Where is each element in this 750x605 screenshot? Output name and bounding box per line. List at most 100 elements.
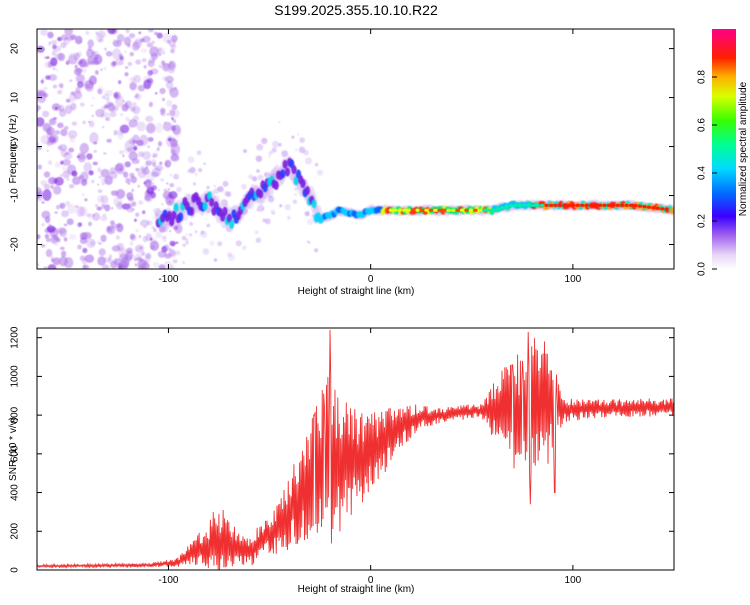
spectrogram-noise-blob — [167, 62, 175, 69]
spectrogram-noise-blob — [114, 259, 119, 265]
spectrogram-noise-blob — [192, 182, 196, 185]
spectrogram-noise-blob — [53, 185, 62, 195]
spectrogram-noise-blob — [134, 263, 138, 267]
spectrogram-noise-blob — [264, 171, 270, 178]
snr-y-tick-label: 600 — [10, 445, 21, 462]
spectrogram-hotspot — [628, 203, 634, 207]
snr-panel: -100 0 100 0 200 400 600 800 1000 1200 Height of… — [8, 326, 675, 595]
spectrogram-noise-blob — [169, 183, 175, 188]
spectrogram-noise-blob — [304, 157, 313, 165]
spectrogram-noise-blob — [256, 143, 264, 151]
spectrogram-noise-blob — [139, 38, 145, 43]
spectrogram-x-tick-label: -100 — [158, 274, 178, 285]
spectrogram-noise-blob — [135, 59, 142, 65]
spectrogram-noise-blob — [139, 219, 150, 227]
spectrogram-noise-blob — [82, 265, 86, 269]
spectrogram-hotspot — [646, 205, 652, 209]
spectrogram-noise-blob — [42, 110, 50, 118]
spectrogram-noise-blob — [55, 53, 64, 60]
spectrogram-noise-blob — [43, 86, 48, 90]
spectrogram-noise-blob — [194, 172, 198, 177]
spectrogram-hotspot — [548, 203, 554, 207]
spectrogram-noise-blob — [147, 29, 154, 33]
spectrogram-ridge-blob — [222, 206, 228, 216]
spectrogram-noise-blob — [131, 188, 135, 193]
spectrogram-noise-blob — [54, 242, 59, 246]
spectrogram-noise-blob — [157, 147, 160, 151]
spectrogram-noise-blob — [64, 104, 73, 115]
spectrogram-noise-blob — [181, 235, 187, 241]
spectrogram-noise-blob — [256, 169, 260, 173]
spectrogram-noise-blob — [48, 41, 52, 44]
spectrogram-noise-blob — [171, 104, 178, 111]
spectrogram-noise-blob — [127, 202, 133, 208]
spectrogram-noise-blob — [150, 185, 157, 191]
spectrogram-noise-blob — [122, 154, 125, 158]
spectrogram-hotspot — [424, 208, 429, 212]
spectrogram-noise-blob — [185, 233, 188, 236]
spectrogram-noise-blob — [117, 80, 122, 85]
spectrogram-hotspot — [535, 203, 540, 207]
spectrogram-x-tick-label: 0 — [368, 274, 374, 285]
spectrogram-noise-blob — [76, 61, 82, 66]
spectrogram-noise-blob — [110, 190, 119, 196]
spectrogram-noise-blob — [65, 200, 71, 207]
spectrogram-noise-blob — [104, 47, 107, 51]
spectrogram-noise-blob — [85, 31, 90, 35]
spectrogram-noise-blob — [217, 186, 224, 193]
spectrogram-noise-blob — [86, 238, 96, 249]
spectrogram-noise-blob — [175, 250, 181, 256]
spectrogram-noise-blob — [44, 56, 47, 60]
spectrogram-noise-blob — [172, 119, 177, 123]
spectrogram-noise-blob — [92, 96, 95, 100]
spectrogram-x-tick-label: 100 — [565, 274, 582, 285]
spectrogram-noise-blob — [175, 241, 179, 244]
spectrogram-hotspot — [642, 205, 647, 209]
spectrogram-noise-blob — [116, 189, 126, 199]
spectrogram-noise-blob — [255, 155, 263, 162]
spectrogram-ridge-blob — [291, 165, 297, 175]
spectrogram-noise-blob — [100, 68, 103, 72]
spectrogram-noise-blob — [52, 44, 57, 50]
spectrogram-ridge-blob — [293, 176, 299, 186]
spectrogram-noise-blob — [129, 106, 136, 112]
spectrogram-noise-blob — [65, 98, 71, 103]
spectrogram-noise-blob — [54, 161, 61, 168]
spectrogram-noise-blob — [44, 233, 50, 239]
spectrogram-hotspot — [606, 203, 612, 207]
spectrogram-noise-blob — [278, 121, 281, 124]
spectrogram-noise-blob — [77, 244, 82, 250]
spectrogram-noise-blob — [120, 113, 124, 116]
spectrogram-noise-blob — [143, 64, 147, 69]
spectrogram-noise-blob — [60, 128, 68, 137]
spectrogram-noise-blob — [188, 233, 193, 237]
spectrogram-noise-blob — [129, 241, 134, 247]
spectrogram-noise-blob — [123, 103, 130, 109]
spectrogram-noise-blob — [82, 232, 92, 240]
spectrogram-noise-blob — [100, 114, 105, 119]
spectrogram-noise-blob — [58, 256, 68, 267]
spectrogram-noise-blob — [96, 183, 100, 186]
spectrogram-ridge-blob — [206, 191, 213, 201]
spectrogram-hotspot — [419, 208, 425, 212]
spectrogram-noise-blob — [278, 142, 282, 147]
colorbar-tick-label: 0.2 — [697, 214, 708, 228]
spectrogram-noise-blob — [44, 93, 49, 98]
spectrogram-noise-blob — [165, 81, 174, 89]
spectrogram-noise-blob — [52, 257, 61, 266]
spectrogram-noise-blob — [162, 121, 173, 132]
spectrogram-noise-blob — [135, 229, 140, 233]
spectrogram-noise-blob — [296, 133, 300, 136]
spectrogram-noise-blob — [100, 168, 110, 178]
spectrogram-noise-blob — [148, 101, 153, 108]
spectrogram-noise-blob — [66, 178, 70, 181]
spectrogram-noise-blob — [104, 204, 111, 212]
spectrogram-noise-blob — [182, 243, 186, 247]
spectrogram-noise-blob — [152, 261, 160, 268]
spectrogram-noise-blob — [261, 137, 268, 145]
spectrogram-noise-blob — [80, 179, 88, 186]
spectrogram-noise-blob — [125, 177, 131, 184]
spectrogram-noise-blob — [139, 134, 149, 146]
